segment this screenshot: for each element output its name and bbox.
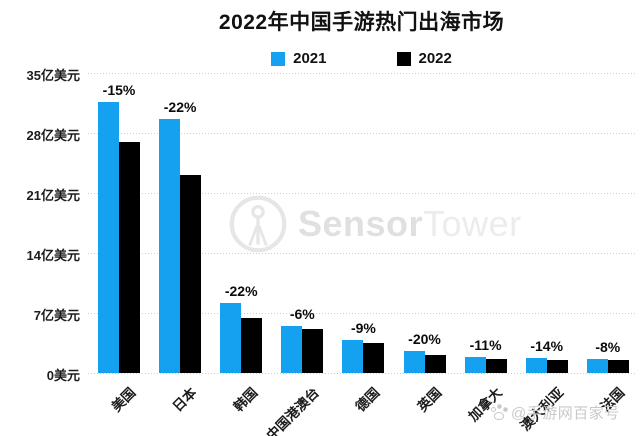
change-label-澳大利亚: -14% (530, 337, 564, 354)
change-label-韩国: -22% (224, 282, 258, 299)
x-category-label-英国: 英国 (414, 384, 444, 415)
change-label-德国: -9% (350, 320, 376, 336)
legend-label: 2022 (418, 50, 452, 67)
legend-item-2022: 2022 (396, 50, 452, 67)
change-label-英国: -20% (408, 331, 441, 348)
change-label-美国: -15% (102, 82, 136, 99)
x-category-label-中国港澳台: 中国港澳台 (263, 384, 322, 436)
x-category-label-法国: 法国 (597, 384, 628, 415)
change-label-法国: -8% (595, 338, 621, 355)
x-category-label-加拿大: 加拿大 (465, 384, 506, 425)
gridline (88, 313, 635, 314)
y-tick-label: 21亿美元 (26, 188, 80, 203)
bar-2022-法国 (607, 360, 629, 373)
legend-label: 2021 (293, 50, 327, 67)
bar-2021-澳大利亚 (525, 357, 547, 373)
legend-swatch-icon (271, 51, 286, 66)
x-category-label-韩国: 韩国 (230, 384, 261, 415)
bar-2021-德国 (342, 340, 364, 373)
bar-2021-中国港澳台 (281, 325, 303, 373)
chart-legend: 2021 2022 (88, 50, 635, 67)
bar-2021-美国 (98, 102, 119, 373)
x-category-label-美国: 美国 (108, 384, 139, 415)
gridline (88, 253, 635, 254)
y-tick-label: 14亿美元 (26, 248, 80, 263)
gridline (88, 133, 635, 134)
bar-2022-加拿大 (485, 358, 507, 373)
bar-2021-法国 (586, 358, 608, 373)
y-tick-label: 28亿美元 (26, 128, 80, 143)
change-label-日本: -22% (163, 99, 197, 116)
bar-2021-英国 (403, 351, 425, 373)
bar-2022-韩国 (241, 318, 263, 373)
bar-2021-韩国 (220, 302, 242, 373)
bar-2021-加拿大 (464, 357, 486, 373)
change-label-加拿大: -11% (469, 337, 502, 354)
change-label-中国港澳台: -6% (289, 305, 315, 322)
bar-2022-德国 (363, 343, 385, 373)
gridline (88, 73, 635, 74)
bar-2021-日本 (159, 119, 181, 373)
y-tick-label: 0美元 (46, 368, 80, 383)
legend-swatch-icon (396, 51, 411, 66)
gridline (88, 193, 635, 194)
y-tick-label: 35亿美元 (26, 68, 80, 83)
plot-area: -15% -22% -22% -6% -9% -20% -11% -14% -8% (88, 73, 635, 374)
gridline (88, 373, 635, 374)
chart-title: 2022年中国手游热门出海市场 (218, 11, 505, 34)
bar-2022-美国 (119, 142, 140, 373)
bar-2022-中国港澳台 (302, 328, 324, 373)
x-category-label-德国: 德国 (353, 384, 383, 415)
x-category-label-澳大利亚: 澳大利亚 (517, 384, 567, 434)
x-category-label-日本: 日本 (169, 384, 200, 415)
bar-2022-澳大利亚 (546, 359, 568, 373)
bar-2022-日本 (180, 175, 202, 373)
bar-2022-英国 (424, 355, 446, 373)
legend-item-2021: 2021 (271, 50, 327, 67)
y-tick-label: 7亿美元 (33, 308, 80, 323)
